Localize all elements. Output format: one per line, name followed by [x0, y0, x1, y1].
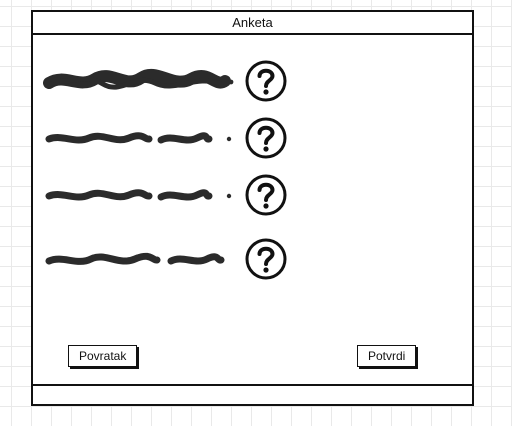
question-mark-circle-icon[interactable] — [244, 237, 288, 281]
window-title: Anketa — [232, 15, 273, 30]
question-mark-circle-icon[interactable] — [244, 116, 288, 160]
question-4-text-scribble — [45, 252, 225, 265]
title-bar: Anketa — [33, 12, 472, 35]
back-button[interactable]: Povratak — [68, 345, 138, 367]
question-1-text-scribble — [43, 68, 234, 90]
question-row-2 — [45, 116, 295, 160]
survey-window: Anketa — [31, 10, 474, 406]
confirm-button[interactable]: Potvrdi — [357, 345, 417, 367]
question-2-text-scribble — [45, 132, 232, 144]
question-row-3 — [45, 173, 295, 217]
question-row-4 — [45, 237, 295, 281]
question-mark-circle-icon[interactable] — [244, 173, 288, 217]
question-row-1 — [43, 59, 295, 103]
status-bar — [33, 384, 472, 404]
question-mark-circle-icon[interactable] — [244, 59, 288, 103]
question-3-text-scribble — [45, 189, 232, 201]
